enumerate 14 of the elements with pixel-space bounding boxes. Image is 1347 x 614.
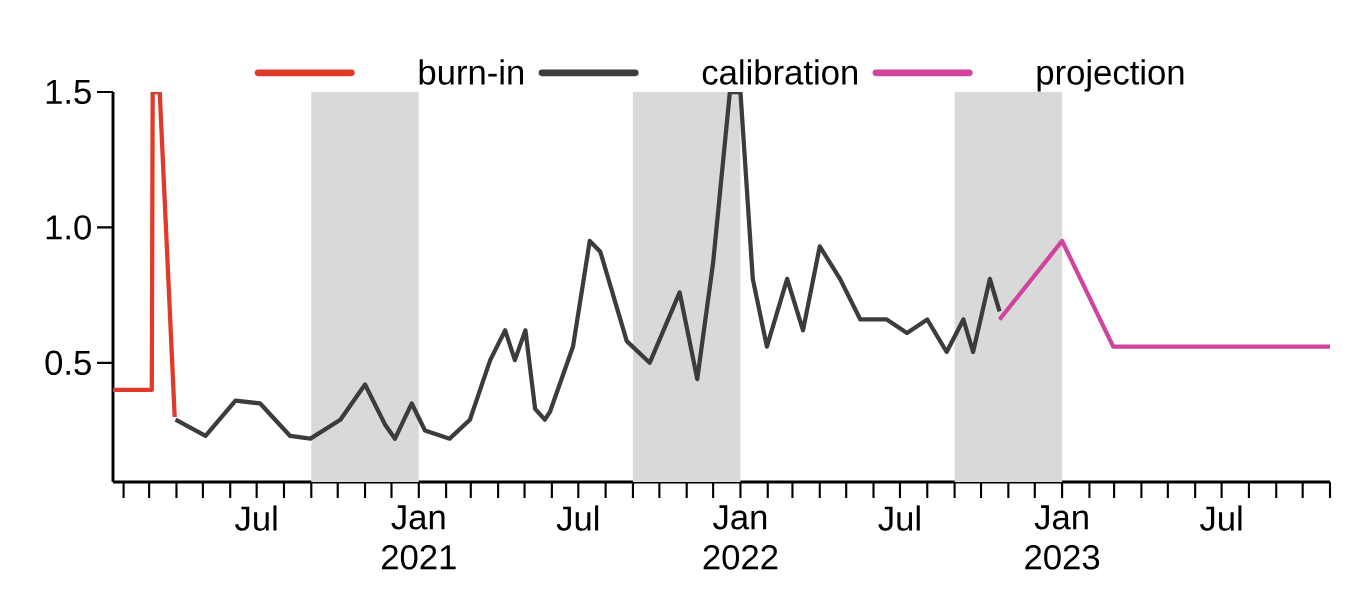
- y-tick-label: 1.0: [46, 215, 91, 240]
- legend-label: projection: [1037, 59, 1184, 92]
- legend-label: burn-in: [419, 59, 524, 85]
- x-tick-label: Jul: [556, 505, 599, 531]
- x-tick-label: Jul: [878, 505, 920, 531]
- x-tick-label: Jan 2022: [703, 505, 778, 570]
- x-tick-label: Jan 2023: [1025, 505, 1100, 570]
- x-tick-label: Jul: [235, 505, 277, 531]
- line-series: [173, 91, 1002, 441]
- y-tick-label: 1.5: [46, 79, 91, 105]
- legend-label: calibration: [702, 59, 858, 85]
- y-tick-label: 0.5: [45, 350, 91, 376]
- x-tick-label: Jul: [1199, 505, 1242, 531]
- x-tick-label: Jan 2021: [381, 505, 456, 570]
